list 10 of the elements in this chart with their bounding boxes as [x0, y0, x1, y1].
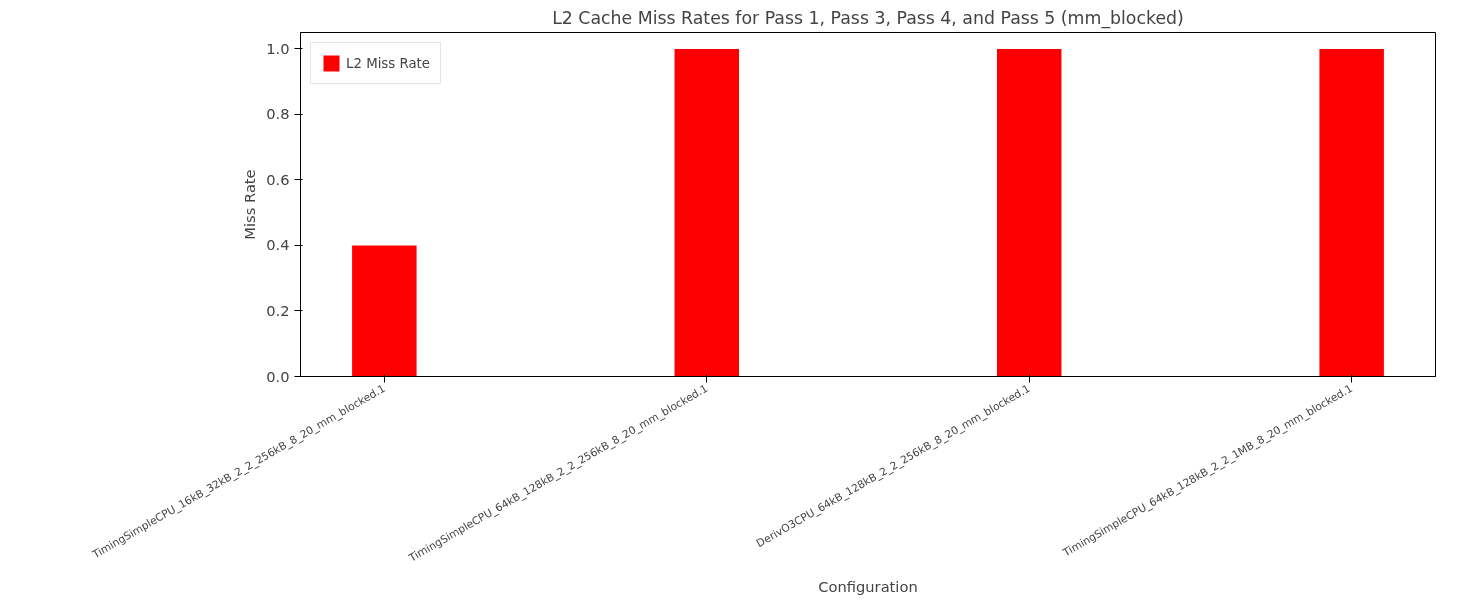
y-tick-label: 0.4	[266, 236, 290, 254]
y-tick-label: 0.6	[266, 170, 290, 188]
y-tick-label: 0.8	[266, 105, 290, 123]
y-tick-label: 1.0	[266, 39, 290, 57]
y-tick-label: 0.0	[266, 367, 290, 385]
chart-title: L2 Cache Miss Rates for Pass 1, Pass 3, Pass 4, and Pass 5 (mm_blocked)	[552, 7, 1184, 29]
y-tick-label: 0.2	[266, 301, 290, 319]
legend-label: L2 Miss Rate	[346, 55, 431, 71]
x-axis-title: Configuration	[818, 578, 918, 596]
y-axis-title: Miss Rate	[241, 169, 259, 240]
